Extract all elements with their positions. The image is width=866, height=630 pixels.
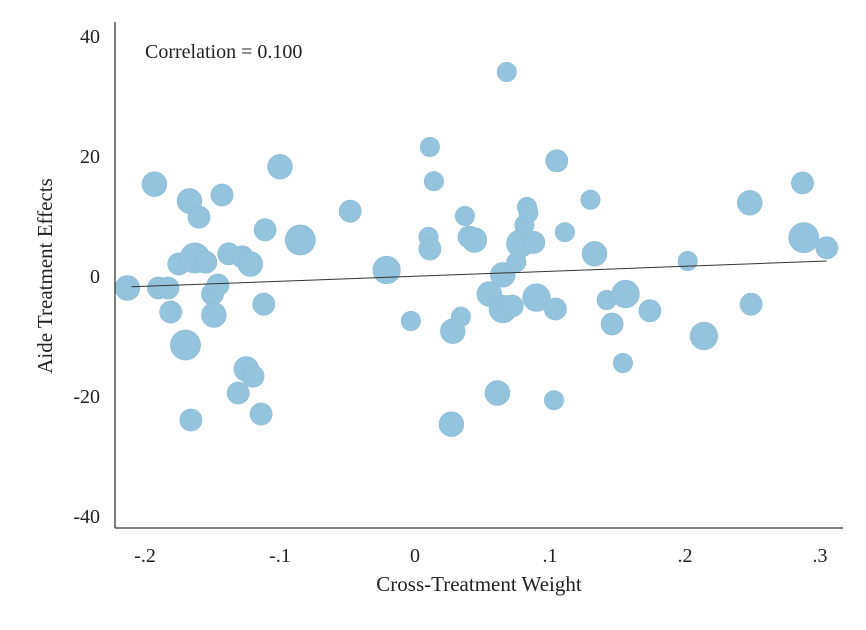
data-point — [206, 273, 230, 297]
x-tick-label: .3 — [813, 545, 828, 567]
data-point — [194, 250, 218, 274]
data-point — [638, 299, 662, 323]
data-point — [791, 171, 814, 195]
data-point — [545, 149, 569, 173]
data-point — [226, 381, 250, 405]
data-point — [419, 137, 440, 158]
x-tick-label: -.1 — [269, 545, 291, 567]
x-axis-ticks: -.2 -.1 0 .1 .2 .3 — [134, 545, 827, 567]
data-point — [237, 251, 264, 277]
x-tick-label: -.2 — [134, 545, 156, 567]
data-point — [689, 321, 719, 351]
data-point — [677, 251, 698, 272]
y-tick-label: 40 — [80, 26, 100, 48]
data-point — [461, 227, 488, 253]
correlation-annotation: Correlation = 0.100 — [145, 41, 302, 63]
data-point — [522, 283, 551, 312]
data-point — [544, 297, 567, 321]
data-point — [114, 275, 141, 301]
fit-line — [131, 260, 827, 288]
data-point — [400, 310, 421, 331]
data-point — [739, 292, 763, 316]
x-tick-label: .2 — [678, 545, 693, 567]
data-point — [179, 408, 203, 432]
data-point — [418, 237, 442, 261]
y-tick-label: 20 — [80, 146, 100, 168]
data-point — [484, 380, 511, 406]
data-point — [338, 199, 362, 223]
data-point — [187, 205, 211, 229]
x-axis-title: Cross-Treatment Weight — [376, 572, 582, 596]
data-point — [284, 224, 316, 256]
data-point — [611, 279, 640, 309]
y-tick-label: -40 — [73, 506, 100, 528]
data-point — [210, 183, 234, 207]
data-point — [815, 236, 839, 260]
data-point — [267, 154, 293, 180]
data-point — [438, 411, 465, 437]
data-point — [170, 329, 201, 361]
data-point — [159, 300, 183, 324]
x-tick-label: 0 — [410, 545, 420, 567]
data-point — [581, 241, 608, 267]
data-point — [554, 222, 575, 243]
y-tick-label: -20 — [73, 386, 100, 408]
x-tick-label: .1 — [543, 545, 558, 567]
data-point — [454, 206, 475, 227]
y-tick-label: 0 — [90, 266, 100, 288]
data-point — [450, 306, 471, 327]
y-axis-title: Aide Treatment Effects — [33, 178, 57, 374]
data-point — [522, 230, 546, 254]
data-point — [600, 312, 624, 336]
data-point — [612, 352, 633, 373]
points-layer — [114, 61, 839, 437]
data-point — [737, 190, 763, 216]
data-point — [496, 61, 517, 82]
y-axis-ticks: 40 20 0 -20 -40 — [73, 26, 100, 528]
data-point — [372, 255, 401, 285]
data-point — [788, 222, 820, 254]
data-point — [518, 203, 539, 224]
data-point — [249, 402, 273, 426]
data-point — [201, 302, 227, 328]
data-point — [253, 218, 277, 242]
data-point — [252, 292, 276, 316]
data-point — [543, 390, 564, 411]
data-point — [580, 189, 601, 210]
data-point — [156, 276, 180, 300]
data-point — [423, 171, 444, 192]
data-point — [141, 171, 168, 197]
data-point — [500, 294, 524, 318]
data-point — [241, 364, 265, 388]
